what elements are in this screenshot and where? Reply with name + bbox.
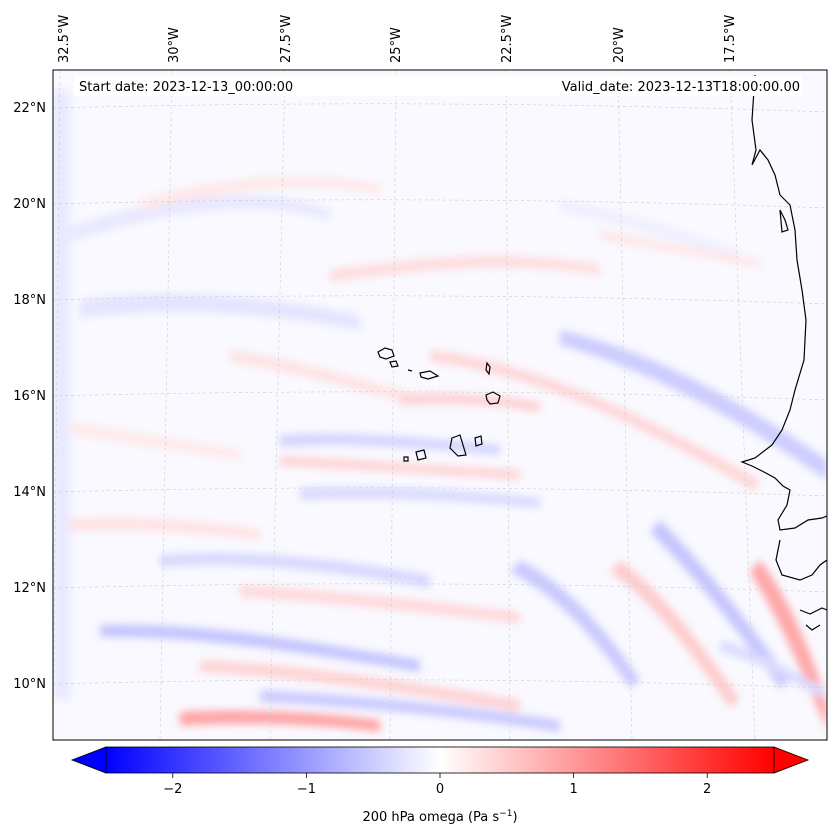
parallel-line [53, 487, 827, 497]
field-streak [80, 293, 360, 330]
island-outline [485, 391, 501, 405]
lat-label-22n: 22°N [13, 101, 46, 116]
field-streak [200, 660, 520, 712]
coastline [377, 74, 827, 631]
colorbar-tick-label: 1 [569, 782, 577, 797]
island-outline [449, 434, 467, 457]
lat-label-16n: 16°N [13, 389, 46, 404]
graticule [53, 70, 827, 740]
field-streak [610, 560, 740, 708]
field-streak [53, 90, 70, 700]
field-streak [720, 640, 827, 700]
meridian-line [505, 70, 511, 740]
lon-label-22-5w: 22.5°W [500, 15, 515, 63]
lon-label-20w: 20°W [612, 27, 627, 63]
parallel-line [53, 295, 827, 305]
colorbar-ticks: −2 −1 0 1 2 [163, 773, 711, 797]
colorbar-tick-label: −2 [163, 782, 182, 797]
map-frame [52, 69, 828, 741]
field-streak [430, 350, 760, 492]
field-streak [600, 230, 760, 268]
lon-label-17-5w: 17.5°W [723, 15, 738, 63]
field-streak [260, 690, 560, 732]
meridian-line [617, 70, 633, 740]
colorbar-max-extend [773, 746, 810, 774]
parallel-line [53, 679, 827, 689]
archipelago-outline [805, 624, 821, 631]
field-streak [60, 420, 240, 460]
field-streak [300, 487, 540, 508]
meridian-line [269, 70, 286, 740]
lat-label-14n: 14°N [13, 485, 46, 500]
colorbar-label-close: ) [512, 810, 517, 825]
field-streak [55, 518, 260, 540]
meridian-line [389, 70, 397, 740]
island-outline [485, 361, 491, 376]
header-strip [74, 76, 802, 96]
africa-coast [740, 74, 827, 531]
parallel-line [53, 583, 827, 593]
island-outline [389, 360, 399, 368]
lat-label-20n: 20°N [13, 197, 46, 212]
longitude-labels: 32.5°W 30°W 27.5°W 25°W 22.5°W 20°W 17.5… [57, 15, 738, 63]
field-streak [400, 393, 540, 412]
meridian-line [53, 70, 61, 740]
omega-field [53, 90, 827, 732]
colorbar-gradient [105, 746, 775, 774]
lon-label-27-5w: 27.5°W [279, 15, 294, 63]
colorbar-tick-label: 0 [436, 782, 444, 797]
field-streak [230, 350, 420, 405]
island-outline [419, 370, 440, 380]
field-streak [560, 200, 740, 260]
field-streak [650, 520, 790, 688]
colorbar-label-exp: −1 [499, 809, 512, 819]
field-streak [140, 176, 380, 212]
parallel-line [53, 199, 827, 209]
valid-date-label: Valid_date: 2023-12-13T18:00:00.00 [562, 80, 800, 95]
field-streak [330, 255, 600, 282]
archipelago-outline [799, 607, 827, 615]
lon-label-30w: 30°W [167, 27, 182, 63]
colorbar-label: 200 hPa omega (Pa s−1) [362, 809, 517, 825]
field-streak [510, 560, 640, 688]
lon-label-25w: 25°W [389, 27, 404, 63]
parallel-line [53, 391, 827, 401]
island-outline [407, 369, 413, 372]
latitude-labels: 22°N 20°N 18°N 16°N 14°N 12°N 10°N [13, 101, 46, 692]
lon-label-32-5w: 32.5°W [57, 15, 72, 63]
field-streak [560, 330, 827, 480]
island-outline [377, 347, 395, 360]
island-outline [415, 449, 427, 461]
start-date-label: Start date: 2023-12-13_00:00:00 [79, 80, 293, 95]
map-panel: Start date: 2023-12-13_00:00:00 Valid_da… [52, 69, 828, 741]
colorbar-tick-label: −1 [297, 782, 316, 797]
field-streak [100, 624, 420, 672]
parallel-line [53, 103, 827, 113]
field-streak [180, 710, 380, 732]
island-outline [779, 209, 789, 233]
meridian-line [159, 70, 173, 740]
colorbar: −2 −1 0 1 2 200 hPa omega (Pa s−1) [70, 746, 810, 825]
field-streak [240, 585, 520, 624]
field-streak [60, 195, 330, 245]
field-streak [750, 560, 827, 730]
island-outline [474, 435, 483, 447]
colorbar-label-main: 200 hPa omega (Pa s [362, 810, 499, 825]
lat-label-12n: 12°N [13, 581, 46, 596]
lat-label-18n: 18°N [13, 293, 46, 308]
guinea-coast [775, 539, 827, 581]
lat-label-10n: 10°N [13, 677, 46, 692]
meridian-line [729, 70, 756, 740]
field-streak [280, 455, 520, 480]
field-streak [160, 552, 430, 588]
colorbar-min-extend [70, 746, 107, 774]
colorbar-tick-label: 2 [703, 782, 711, 797]
island-outline [403, 456, 409, 462]
field-streak [280, 433, 500, 455]
